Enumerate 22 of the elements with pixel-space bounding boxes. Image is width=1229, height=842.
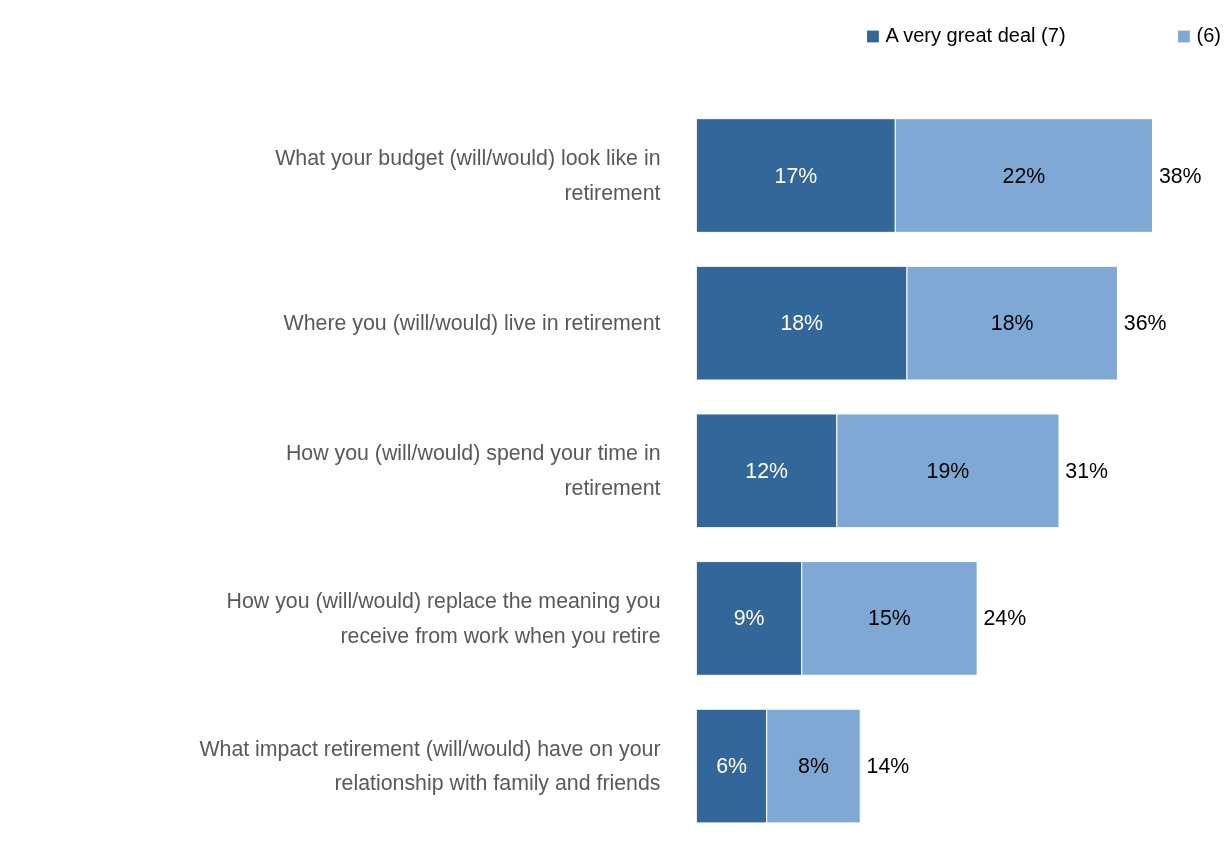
total-label: 14% bbox=[866, 754, 910, 779]
data-label: 9% bbox=[733, 606, 765, 631]
y-tick-label: Where you (will/would) live in retirement bbox=[283, 311, 661, 336]
data-label: 18% bbox=[780, 311, 824, 336]
data-label: 22% bbox=[1002, 163, 1046, 188]
total-label: 38% bbox=[1158, 163, 1202, 188]
y-tick-label: How you (will/would) spend your time in retirement bbox=[285, 441, 661, 501]
legend-label: A very great deal (7) bbox=[885, 24, 1066, 47]
y-tick-label: How you (will/would) replace the meaning you receive from work when you retire bbox=[226, 589, 661, 648]
y-tick-label: What your budget (will/would) look like in retirement bbox=[275, 146, 661, 205]
data-label: 6% bbox=[716, 754, 748, 779]
data-label: 18% bbox=[990, 311, 1034, 336]
data-label: 19% bbox=[926, 458, 970, 483]
data-label: 17% bbox=[774, 163, 818, 188]
total-label: 31% bbox=[1065, 458, 1109, 483]
y-tick-label: What impact retirement (will/would) have on your relationship with family and friends bbox=[199, 736, 661, 796]
data-label: 12% bbox=[745, 458, 789, 483]
data-label: 8% bbox=[798, 754, 829, 779]
data-label: 15% bbox=[868, 606, 911, 631]
total-label: 36% bbox=[1123, 311, 1167, 336]
legend-label: (6) bbox=[1196, 24, 1221, 47]
total-label: 24% bbox=[983, 606, 1027, 631]
